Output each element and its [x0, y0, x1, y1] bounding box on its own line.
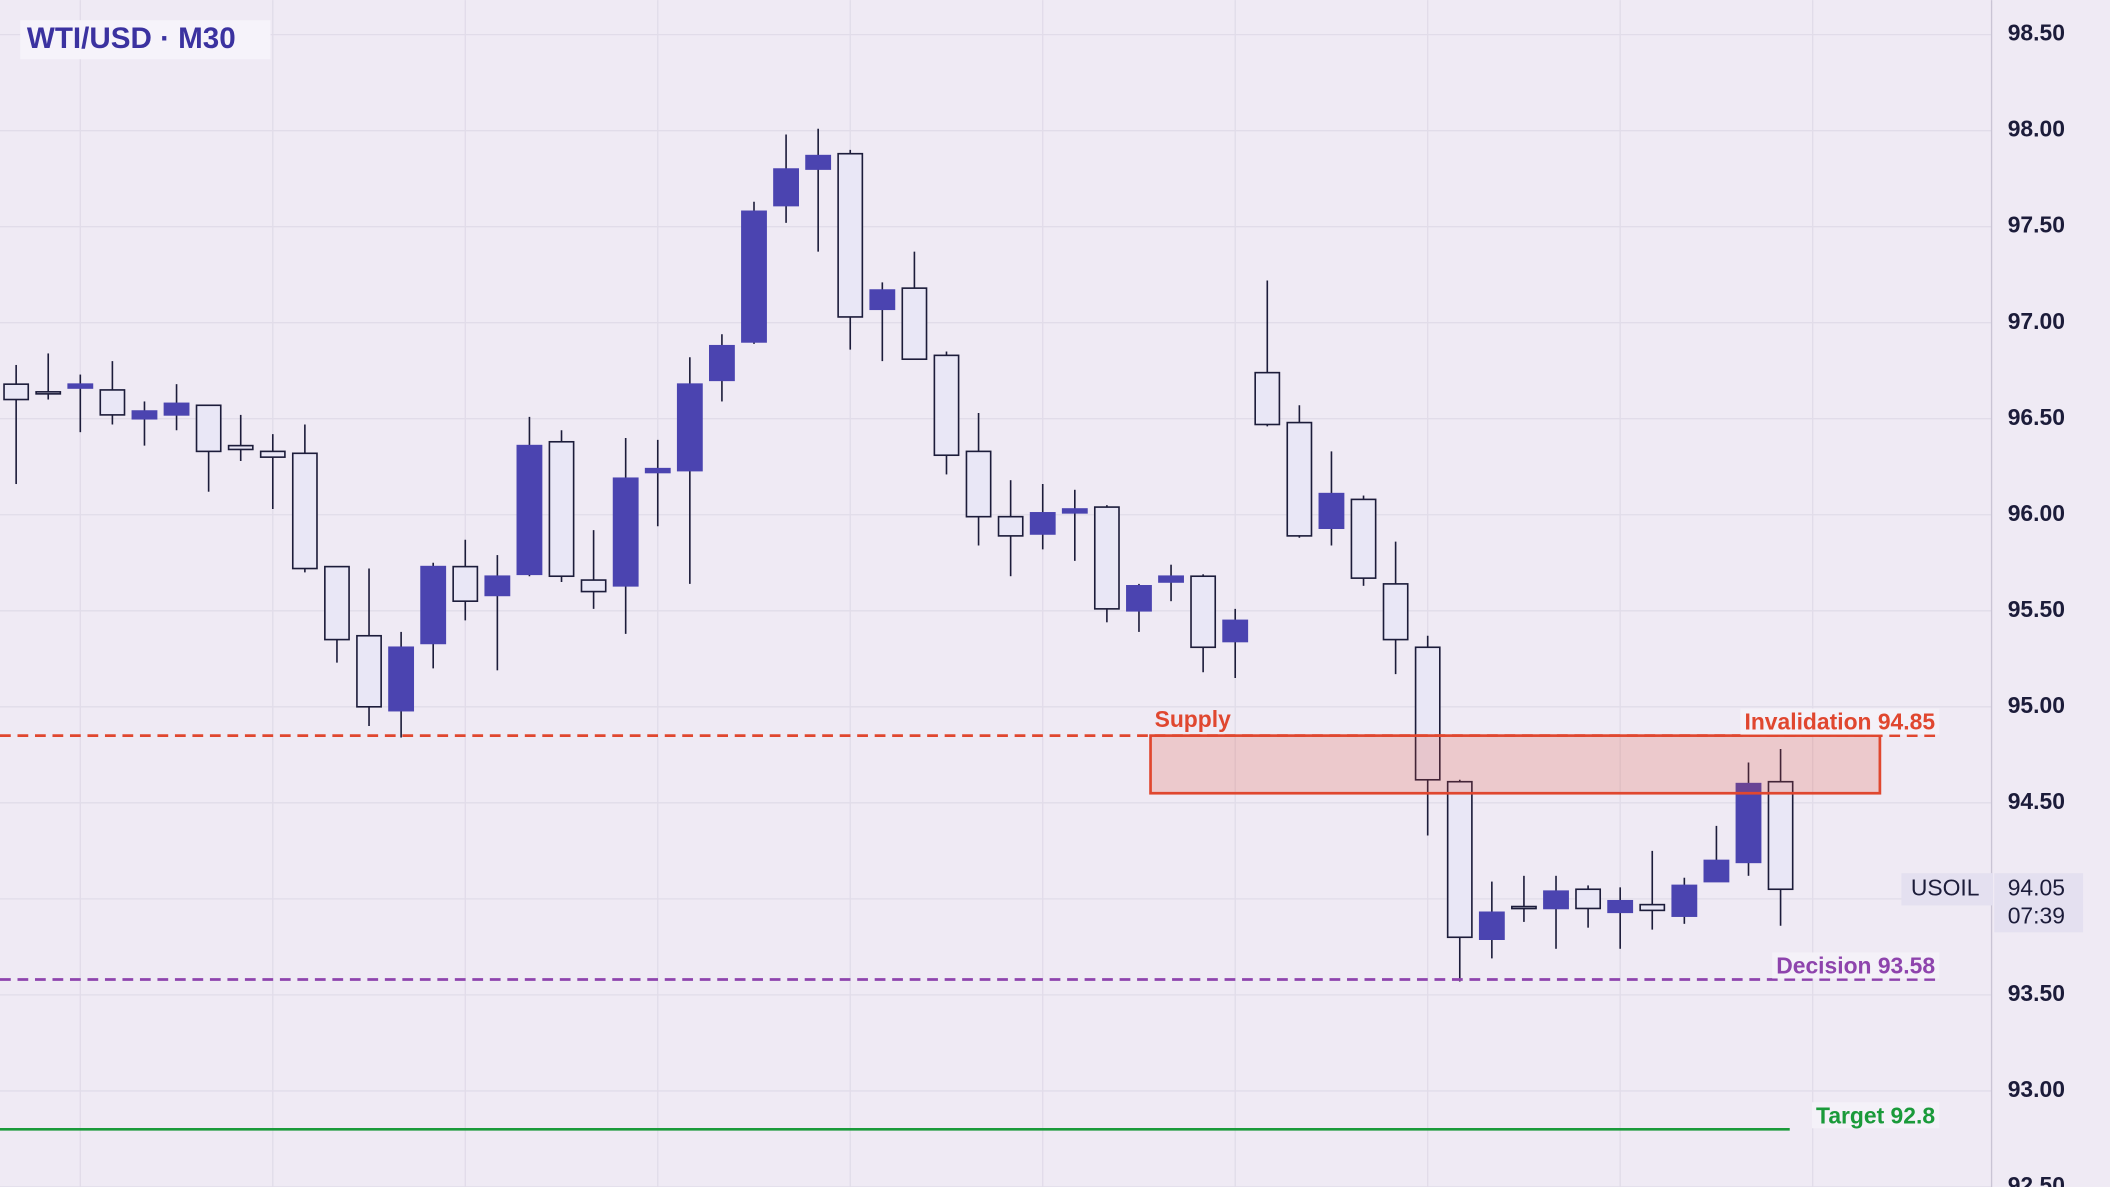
title-box: [20, 20, 271, 60]
candle-body: [1190, 575, 1217, 649]
candle-body: [259, 450, 286, 458]
candle-body: [1414, 646, 1441, 781]
candle-body: [837, 152, 864, 318]
candle-body: [1093, 506, 1120, 610]
symbol-tag: [1901, 873, 1993, 906]
candle-body: [420, 565, 447, 645]
candle-body: [1767, 780, 1794, 891]
y-tick-label: 93.50: [2008, 980, 2065, 1006]
candle-body: [227, 444, 254, 451]
candle-body: [1254, 371, 1281, 426]
candle-body: [1639, 903, 1666, 912]
candle-body: [1318, 492, 1345, 530]
countdown-label: 07:39: [2008, 903, 2065, 929]
candle-body: [644, 467, 671, 474]
level-label: Invalidation 94.85: [1744, 709, 1935, 735]
candle-body: [324, 565, 350, 641]
candle-body: [1575, 888, 1602, 910]
symbol-label: USOIL: [1911, 874, 1980, 900]
candle-body: [612, 477, 639, 587]
y-tick-label: 93.00: [2008, 1076, 2065, 1102]
level-label-bg: [1772, 952, 1940, 979]
candle-body: [356, 634, 382, 708]
y-tick-label: 94.50: [2008, 788, 2065, 814]
candle-body: [580, 579, 607, 593]
candle-body: [388, 646, 415, 712]
supply-zone: [1149, 734, 1882, 795]
candle-body: [933, 354, 960, 457]
candle-body: [805, 154, 832, 170]
candle-body: [1222, 619, 1249, 643]
candle-body: [99, 389, 126, 416]
candle-body: [901, 287, 928, 361]
candle-body: [676, 383, 703, 472]
y-tick-label: 96.00: [2008, 500, 2065, 526]
candle-body: [195, 404, 222, 453]
candle-body: [709, 344, 735, 382]
candle-body: [1061, 508, 1088, 514]
candle-body: [1478, 911, 1505, 940]
chart-title: WTI/USD · M30: [27, 22, 236, 55]
y-tick-label: 95.50: [2008, 596, 2065, 622]
candle-body: [1126, 585, 1152, 612]
candle-body: [35, 391, 62, 395]
price-label: 94.05: [2008, 874, 2065, 900]
candle-body: [452, 565, 479, 602]
candle-body: [1158, 575, 1184, 583]
plot: Supply Invalidation 94.85 Decision 93.58 Ta…: [0, 128, 1942, 1131]
level-label-bg: [1740, 708, 1940, 735]
y-tick-label: 97.50: [2008, 212, 2065, 238]
candle-body: [773, 168, 800, 207]
candle-body: [131, 410, 158, 420]
candle-body: [1543, 890, 1569, 910]
candle-body: [1446, 780, 1473, 939]
candle-body: [1511, 905, 1537, 910]
level-label: Decision 93.58: [1776, 952, 1935, 978]
candle-body: [484, 575, 511, 597]
candle-body: [741, 210, 767, 343]
candle-body: [163, 402, 190, 416]
candle-body: [1286, 421, 1313, 537]
candle-body: [997, 515, 1024, 537]
level-label: Target 92.8: [1816, 1102, 1935, 1128]
candle-body: [1703, 859, 1730, 883]
y-tick-label: 97.00: [2008, 308, 2065, 334]
candle-body: [1350, 498, 1377, 579]
candle-body: [869, 289, 896, 311]
candle-body: [1382, 583, 1409, 641]
price-tag: [1994, 873, 2084, 933]
candle-body: [1029, 512, 1056, 535]
candle-body: [1607, 899, 1634, 914]
y-tick-label: 98.00: [2008, 116, 2065, 142]
level-label-bg: [1812, 1102, 1940, 1129]
y-tick-label: 96.50: [2008, 404, 2065, 430]
y-tick-label: 95.00: [2008, 692, 2065, 718]
candle-body: [3, 383, 30, 401]
candle-body: [67, 383, 94, 389]
candle-body: [1671, 884, 1698, 917]
candle-body: [965, 450, 992, 518]
candle-body: [548, 440, 575, 578]
candle-body: [1735, 782, 1762, 864]
y-tick-label: 92.50: [2008, 1172, 2065, 1187]
candle-body: [516, 444, 543, 576]
candle-body: [291, 452, 318, 570]
zone-label: Supply: [1155, 706, 1231, 732]
y-tick-label: 98.50: [2008, 20, 2065, 46]
